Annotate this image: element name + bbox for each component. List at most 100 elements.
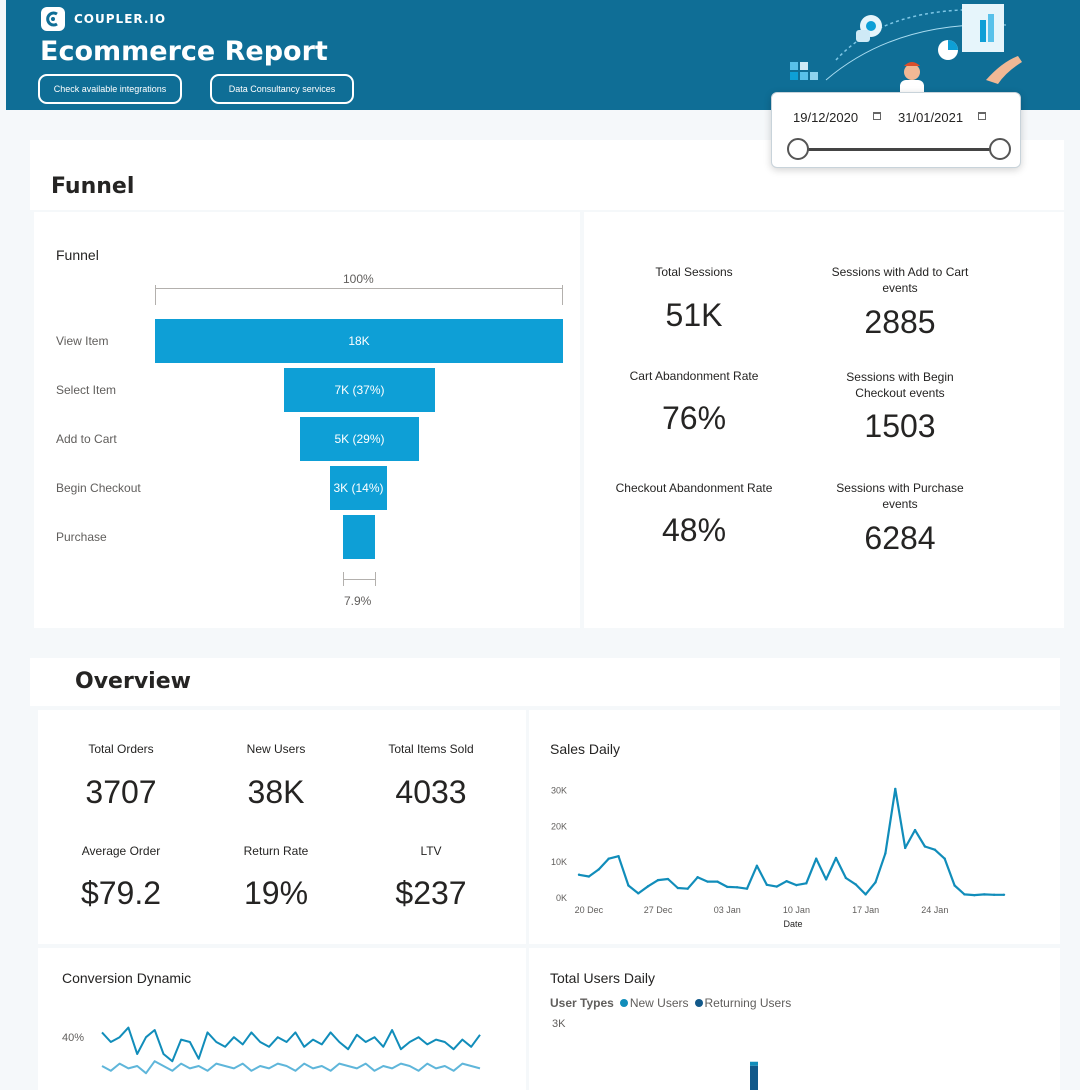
sales-data-point — [815, 857, 818, 860]
kpi-value: 3707 — [85, 774, 157, 810]
sales-data-point — [923, 845, 927, 848]
kpi-label: Sessions with Begin Checkout events — [846, 370, 954, 400]
funnel-bar-add-to-cart[interactable]: 5K (29%) — [300, 417, 419, 461]
sales-data-point — [1002, 893, 1006, 896]
sales-data-point — [597, 868, 600, 871]
funnel-bar-begin-checkout[interactable]: 3K (14%) — [330, 466, 387, 510]
sales-series-line — [578, 787, 1004, 897]
kpi-value: 51K — [665, 297, 723, 333]
conversion-series-line — [101, 1026, 481, 1063]
total-users-panel[interactable] — [529, 948, 1060, 1090]
report-title: Ecommerce Report — [40, 36, 328, 67]
sales-data-point — [646, 885, 650, 888]
total-users-title: Total Users Daily — [550, 970, 656, 986]
legend-item-new-users[interactable]: New Users — [619, 996, 689, 1010]
end-calendar-icon[interactable] — [978, 112, 986, 120]
header-illustration — [790, 4, 1022, 110]
legend-title: User Types — [550, 996, 614, 1010]
new-users-bar — [750, 1061, 758, 1066]
kpi-label: Cart Abandonment Rate — [629, 369, 759, 383]
sales-data-point — [735, 886, 739, 889]
users-y-tick: 3K — [552, 1018, 566, 1030]
kpi-value: 1503 — [864, 408, 936, 444]
funnel-bar-purchase[interactable] — [343, 515, 375, 559]
funnel-top-bracket-left — [155, 285, 156, 305]
kpi-label: Return Rate — [243, 844, 309, 858]
kpi-value: 38K — [247, 774, 305, 810]
kpi-label: LTV — [420, 844, 442, 858]
funnel-top-bracket — [155, 288, 563, 289]
sales-data-point — [785, 879, 788, 883]
kpi-value: 76% — [661, 400, 727, 436]
x-tick-label: 20 Dec — [575, 905, 604, 915]
sales-data-point — [666, 877, 670, 881]
date-slider-track[interactable] — [798, 148, 1002, 151]
legend-item-returning-users[interactable]: Returning Users — [694, 996, 791, 1010]
x-tick-label: 17 Jan — [852, 905, 879, 915]
end-date-input[interactable]: 31/01/2021 — [898, 110, 964, 125]
y-tick-label: 20K — [551, 821, 567, 831]
sales-data-point — [844, 876, 848, 880]
funnel-stage-label: Begin Checkout — [56, 481, 141, 495]
legend-dot-icon — [694, 999, 703, 1007]
sales-daily-chart-panel[interactable] — [529, 710, 1060, 944]
logo-text: COUPLER.IO — [74, 12, 167, 26]
sales-data-point — [577, 873, 581, 876]
kpi-label: Checkout Abandonment Rate — [615, 481, 773, 495]
date-range-slicer[interactable]: 19/12/2020 31/01/2021 — [771, 92, 1021, 168]
kpi-label: New Users — [246, 742, 306, 756]
sales-data-point — [795, 883, 798, 887]
data-consultancy-button[interactable]: Data Consultancy services — [210, 74, 354, 104]
funnel-bar-select-item[interactable]: 7K (37%) — [284, 368, 435, 412]
sales-data-point — [884, 852, 887, 855]
start-calendar-icon[interactable] — [873, 112, 881, 120]
kpi-value: $237 — [395, 875, 467, 911]
conversion-dynamic-chart[interactable] — [38, 1010, 526, 1090]
date-slider-start-handle[interactable] — [787, 138, 809, 160]
funnel-stage-label: Add to Cart — [56, 432, 117, 446]
funnel-visual-title: Funnel — [56, 247, 99, 263]
sales-data-point — [854, 883, 857, 886]
funnel-bar-view-item[interactable]: 18K — [155, 319, 563, 363]
check-integrations-button[interactable]: Check available integrations — [38, 74, 182, 104]
sales-data-point — [587, 875, 591, 878]
sales-data-point — [805, 882, 808, 885]
funnel-section-title: Funnel — [51, 174, 135, 199]
legend-dot-icon — [619, 999, 628, 1007]
sales-data-point — [992, 893, 996, 896]
start-date-input[interactable]: 19/12/2020 — [793, 110, 859, 125]
sales-data-point — [676, 886, 680, 890]
sales-data-point — [696, 876, 699, 879]
sales-data-point — [864, 893, 867, 896]
x-axis-title: Date — [783, 919, 802, 929]
sales-data-point — [943, 857, 946, 860]
sales-data-point — [637, 892, 640, 895]
kpi-value: 2885 — [864, 304, 936, 340]
funnel-bottom-percent: 7.9% — [344, 594, 372, 608]
kpi-label: Average Order — [81, 844, 161, 858]
date-slider-end-handle[interactable] — [989, 138, 1011, 160]
x-tick-label: 03 Jan — [714, 905, 741, 915]
sales-data-point — [824, 878, 828, 881]
sales-data-point — [765, 883, 768, 886]
y-tick-label: 10K — [551, 857, 567, 867]
sales-data-point — [933, 848, 937, 851]
kpi-value: $79.2 — [80, 875, 162, 911]
sales-daily-chart[interactable]: 0K 10K 20K 30K 20 Dec 27 Dec 03 Jan 10 Jan 17 Ja… — [529, 770, 1060, 940]
sales-data-point — [913, 828, 917, 832]
kpi-label: Sessions with Purchase events — [836, 481, 964, 511]
coupler-logo[interactable]: COUPLER.IO — [40, 6, 166, 32]
total-users-chart[interactable] — [529, 1030, 1060, 1090]
sales-data-point — [686, 887, 689, 890]
kpi-label: Sessions with Add to Cart events — [831, 265, 969, 295]
kpi-label: Total Items Sold — [388, 742, 474, 756]
x-tick-label: 10 Jan — [783, 905, 810, 915]
user-types-legend: User Types New Users Returning Users — [550, 996, 791, 1010]
sales-data-point — [726, 885, 729, 889]
sales-data-point — [834, 856, 838, 860]
sales-data-point — [745, 887, 749, 890]
y-tick-label: 30K — [551, 786, 567, 796]
sales-data-point — [716, 880, 719, 883]
kpi-value: 6284 — [864, 520, 936, 556]
overview-section-title: Overview — [75, 669, 191, 694]
